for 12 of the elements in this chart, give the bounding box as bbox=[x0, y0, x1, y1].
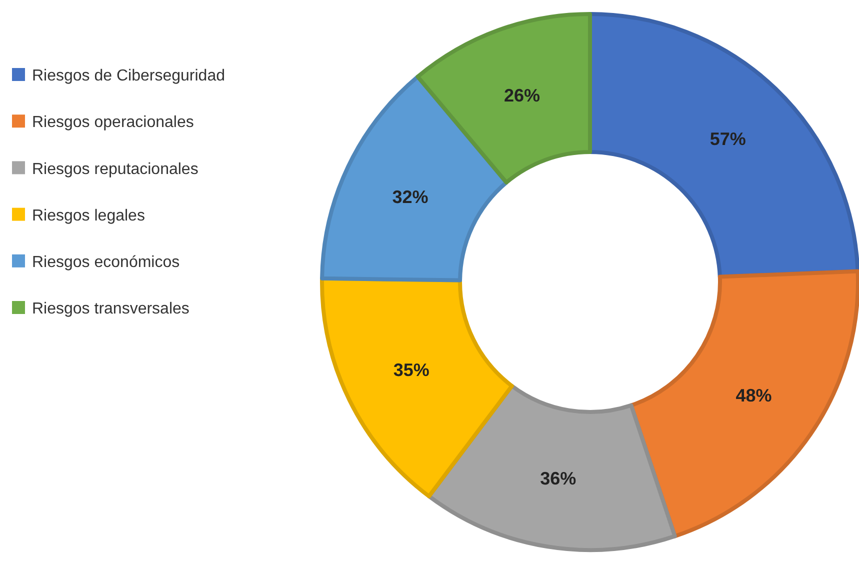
legend-label: Riesgos económicos bbox=[32, 254, 180, 271]
data-label: 32% bbox=[392, 186, 428, 207]
legend-label: Riesgos de Ciberseguridad bbox=[32, 68, 225, 85]
data-label: 26% bbox=[504, 85, 540, 106]
data-label: 36% bbox=[540, 468, 576, 489]
data-label: 35% bbox=[393, 360, 430, 380]
legend-label: Riesgos operacionales bbox=[32, 114, 194, 132]
data-label: 57% bbox=[710, 128, 746, 149]
legend-label: Riesgos reputacionales bbox=[32, 160, 198, 178]
legend-label: Riesgos legales bbox=[32, 207, 145, 224]
legend-label: Riesgos transversales bbox=[32, 300, 190, 318]
data-label: 48% bbox=[736, 385, 772, 406]
